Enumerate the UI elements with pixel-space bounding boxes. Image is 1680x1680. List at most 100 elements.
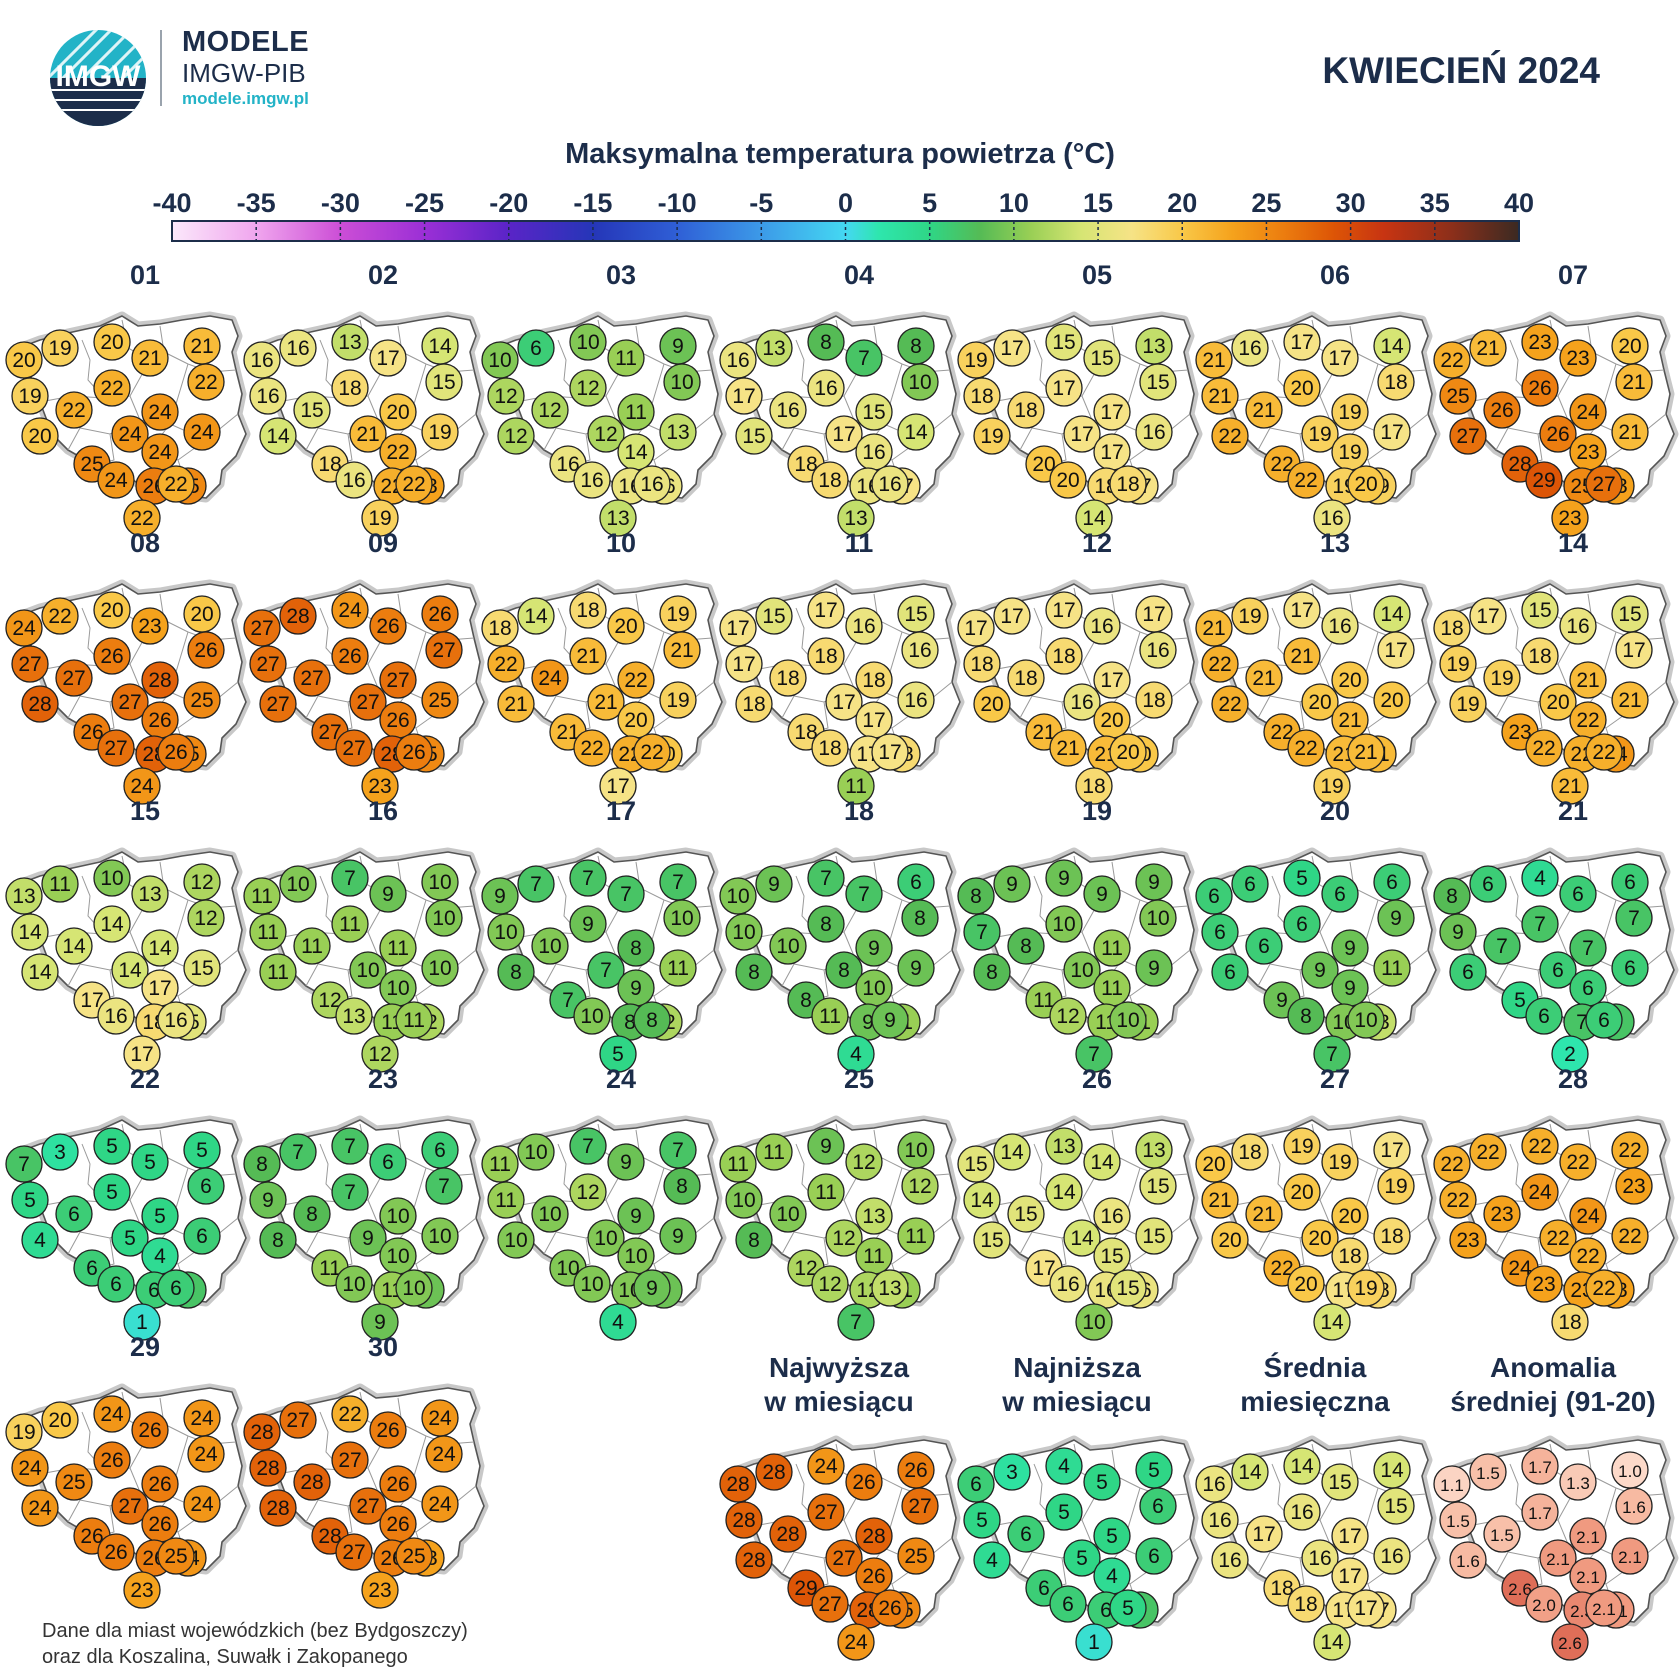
station-marker: 16 xyxy=(901,631,939,669)
temperature-colorbar: -40 -35 -30 -25 -20 -15 -10 -5 0 5 10 15 20 25 30 35 40 xyxy=(152,188,1534,242)
station-marker: 22 xyxy=(1287,729,1325,767)
station-marker: 27 xyxy=(293,659,331,697)
station-value: 14 xyxy=(1052,1181,1076,1204)
station-circle xyxy=(901,631,939,669)
station-marker: 16 xyxy=(1373,1537,1411,1575)
station-marker: 19 xyxy=(1301,415,1339,453)
station-marker: 24 xyxy=(421,1485,459,1523)
station-circle xyxy=(1559,875,1597,913)
station-marker: 15 xyxy=(735,417,773,455)
station-value: 17 xyxy=(148,977,171,1000)
station-value: 24 xyxy=(100,1403,124,1426)
station-value: 26 xyxy=(148,709,171,732)
station-marker: 17 xyxy=(123,1035,161,1073)
station-marker: 19 xyxy=(1331,393,1369,431)
station-circle xyxy=(1331,929,1369,967)
station-marker: 24 xyxy=(183,1485,221,1523)
brand-url[interactable]: modele.imgw.pl xyxy=(182,89,309,108)
station-value: 22 xyxy=(130,507,153,530)
station-value: 22 xyxy=(1440,1153,1463,1176)
station-value: 12 xyxy=(494,385,517,408)
station-marker: 9 xyxy=(755,865,793,903)
station-circle xyxy=(531,927,569,965)
station-marker: 8 xyxy=(1287,997,1325,1035)
station-value: 21 xyxy=(1290,645,1313,668)
station-marker: 20 xyxy=(93,591,131,629)
station-circle xyxy=(755,1453,793,1491)
station-value: 9 xyxy=(1006,873,1018,896)
station-circle xyxy=(331,1173,369,1211)
day-label: 25 xyxy=(843,1064,875,1094)
station-circle xyxy=(1135,681,1173,719)
station-value: 11 xyxy=(403,1009,425,1032)
station-marker: 22 xyxy=(1211,417,1249,455)
station-marker: 9 xyxy=(1135,863,1173,901)
station-marker: 18 xyxy=(1231,1133,1269,1171)
station-circle xyxy=(1049,997,1087,1035)
station-value: 17 xyxy=(80,989,103,1012)
station-marker: 15 xyxy=(1521,591,1559,629)
scale-title: Maksymalna temperatura powietrza (°C) xyxy=(565,138,1115,170)
station-value: 9 xyxy=(262,1189,274,1212)
day-map-07: 2221232320212526262427262821292325232327 xyxy=(1433,311,1679,537)
station-value: 26 xyxy=(386,709,409,732)
station-circle xyxy=(421,413,459,451)
station-value: 9 xyxy=(582,913,594,936)
station-value: 22 xyxy=(386,441,409,464)
station-circle xyxy=(335,997,373,1035)
station-circle xyxy=(1093,393,1131,431)
station-value: 8 xyxy=(1020,935,1032,958)
station-marker: 5 xyxy=(111,1219,149,1257)
station-marker: 7 xyxy=(331,859,369,897)
station-circle xyxy=(131,1411,169,1449)
station-marker: 17 xyxy=(993,329,1031,367)
station-value: 16 xyxy=(1208,1509,1231,1532)
station-value: 5 xyxy=(1058,1501,1070,1524)
station-value: 10 xyxy=(726,885,749,908)
station-marker: 16 xyxy=(243,341,281,379)
station-circle xyxy=(633,1269,671,1307)
station-circle xyxy=(41,329,79,367)
station-marker: 8 xyxy=(901,899,939,937)
station-marker: 17 xyxy=(1283,591,1321,629)
station-value: 16 xyxy=(862,441,885,464)
station-marker: 24 xyxy=(183,413,221,451)
station-circle xyxy=(395,1001,433,1039)
station-value: 1 xyxy=(1088,1631,1100,1654)
station-value: 25 xyxy=(1446,385,1469,408)
station-marker: 10 xyxy=(379,1197,417,1235)
station-marker: 10 xyxy=(663,899,701,937)
station-marker: 16 xyxy=(1083,607,1121,645)
station-value: 8 xyxy=(676,1175,688,1198)
station-circle xyxy=(1449,1541,1487,1579)
station-circle xyxy=(1373,949,1411,987)
station-circle xyxy=(5,877,43,915)
station-marker: 8 xyxy=(735,953,773,991)
station-marker: 10 xyxy=(421,1217,459,1255)
summary-title-line2: średniej (91-20) xyxy=(1450,1386,1656,1417)
station-value: 22 xyxy=(100,377,123,400)
station-value: 22 xyxy=(1270,721,1293,744)
station-circle xyxy=(963,645,1001,683)
station-circle xyxy=(1301,683,1339,721)
station-marker: 14 xyxy=(1313,1303,1351,1341)
station-marker: 16 xyxy=(1049,1265,1087,1303)
station-marker: 6 xyxy=(97,1265,135,1303)
station-marker: 14 xyxy=(11,913,49,951)
station-value: 22 xyxy=(1618,1139,1641,1162)
station-value: 5 xyxy=(106,1181,118,1204)
station-circle xyxy=(1045,591,1083,629)
station-circle xyxy=(845,875,883,913)
station-marker: 3 xyxy=(41,1133,79,1171)
station-value: 15 xyxy=(300,399,323,422)
station-value: 22 xyxy=(1592,1277,1615,1300)
station-circle xyxy=(1521,637,1559,675)
station-marker: 16 xyxy=(633,465,671,503)
station-marker: 4 xyxy=(1521,859,1559,897)
station-circle xyxy=(569,1127,607,1165)
station-value: 7 xyxy=(582,867,594,890)
station-circle xyxy=(361,499,399,537)
day-label: 18 xyxy=(843,796,875,826)
station-value: 22 xyxy=(1440,349,1463,372)
station-value: 27 xyxy=(300,667,323,690)
